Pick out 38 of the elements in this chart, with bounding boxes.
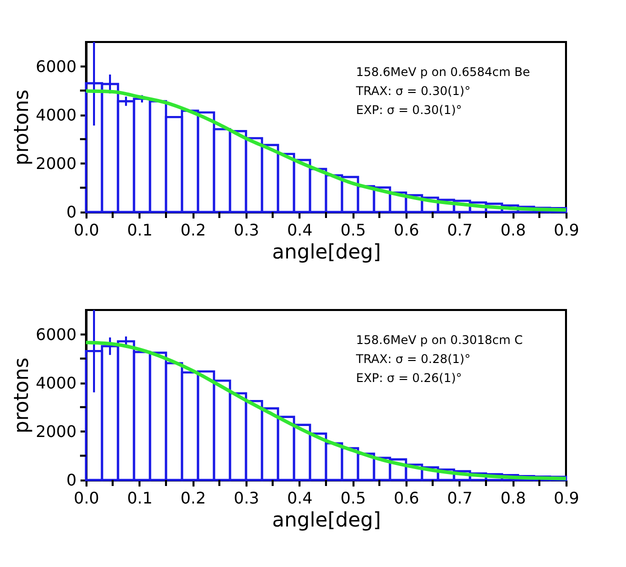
annotation: EXP: σ = 0.30(1)° (356, 103, 462, 117)
x-axis-title: angle[deg] (272, 508, 381, 532)
x-tick-label: 0.1 (127, 488, 153, 508)
annotation: 158.6MeV p on 0.6584cm Be (356, 65, 530, 79)
x-tick-label: 0.5 (340, 220, 366, 240)
x-tick-label: 0.4 (287, 220, 313, 240)
y-tick-label: 6000 (36, 324, 76, 344)
annotation: TRAX: σ = 0.30(1)° (355, 84, 470, 98)
y-tick-label: 2000 (36, 422, 76, 441)
x-tick-label: 0.5 (340, 488, 366, 508)
x-tick-label: 0.4 (287, 488, 313, 508)
y-tick-label: 0 (66, 470, 76, 490)
x-tick-label: 0.1 (127, 220, 153, 240)
y-axis-title: protons (8, 358, 33, 434)
x-axis-title: angle[deg] (272, 240, 381, 264)
y-tick-label: 4000 (36, 373, 76, 392)
annotation: 158.6MeV p on 0.3018cm C (356, 333, 523, 347)
x-tick-label: 0.9 (554, 220, 580, 240)
x-tick-label: 0.7 (447, 488, 473, 508)
x-tick-label: 0.3 (234, 220, 260, 240)
x-tick-label: 0.3 (234, 488, 260, 508)
x-tick-label: 0.9 (554, 488, 580, 508)
y-tick-label: 2000 (36, 154, 76, 173)
x-tick-label: 0.0 (74, 488, 100, 508)
annotation: TRAX: σ = 0.28(1)° (355, 352, 470, 366)
x-tick-label: 0.7 (447, 220, 473, 240)
y-tick-label: 6000 (36, 56, 76, 76)
x-tick-label: 0.6 (394, 220, 420, 240)
y-tick-label: 0 (66, 202, 76, 222)
x-tick-label: 0.2 (180, 220, 206, 240)
x-tick-label: 0.6 (394, 488, 420, 508)
x-tick-label: 0.8 (500, 220, 526, 240)
x-tick-label: 0.8 (500, 488, 526, 508)
x-tick-label: 0.0 (74, 220, 100, 240)
x-tick-label: 0.2 (180, 488, 206, 508)
y-tick-label: 4000 (36, 105, 76, 124)
y-axis-title: protons (8, 90, 33, 166)
annotation: EXP: σ = 0.26(1)° (356, 371, 462, 385)
